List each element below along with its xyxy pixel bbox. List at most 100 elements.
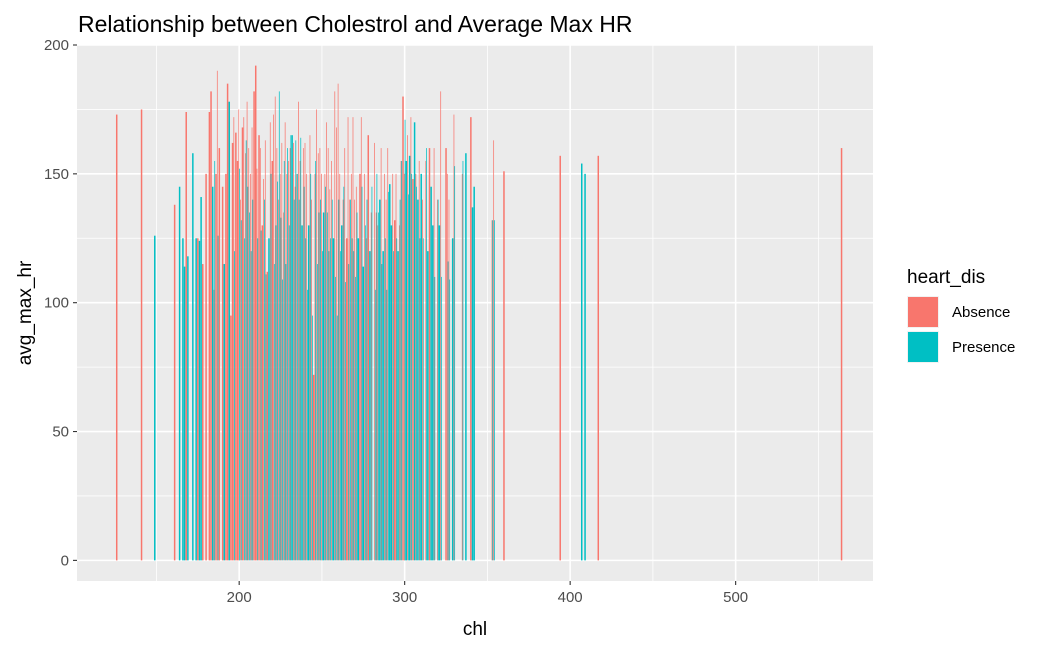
bar-presence <box>291 135 293 561</box>
bar-presence <box>376 173 378 561</box>
bar-absence <box>274 96 276 561</box>
bar-presence <box>353 251 355 561</box>
bar-absence <box>245 153 246 561</box>
bar-absence <box>336 127 337 561</box>
bar-presence <box>584 173 586 561</box>
bar-presence <box>195 238 197 561</box>
y-tick-label: 150 <box>44 166 69 183</box>
bar-absence <box>375 212 377 561</box>
bar-presence <box>249 212 250 561</box>
bar-presence <box>240 220 242 561</box>
bar-absence <box>298 101 299 561</box>
bar-presence <box>386 289 388 561</box>
bar-absence <box>407 135 408 561</box>
bar-absence <box>235 132 237 561</box>
bar-absence <box>273 114 274 561</box>
bar-absence <box>364 173 365 561</box>
bar-presence <box>449 279 451 561</box>
bar-presence <box>361 186 363 561</box>
x-tick-label: 300 <box>392 589 417 606</box>
bar-absence <box>233 117 235 561</box>
legend: heart_dis Absence Presence <box>907 267 1015 363</box>
bar-absence <box>302 148 304 561</box>
bar-absence <box>279 173 281 561</box>
bar-presence <box>447 261 449 561</box>
bar-presence <box>310 173 312 561</box>
x-axis: 200 300 400 500 <box>227 581 748 606</box>
bar-presence <box>430 186 432 561</box>
bar-presence <box>270 173 272 561</box>
bar-absence <box>250 173 251 561</box>
bar-absence <box>324 173 326 561</box>
bar-absence <box>215 173 217 561</box>
bar-absence <box>251 127 253 561</box>
bar-presence <box>301 225 303 561</box>
bar-presence <box>343 186 345 561</box>
bar-presence <box>355 276 356 561</box>
bar-absence <box>400 160 402 561</box>
bar-presence <box>340 251 341 561</box>
bar-presence <box>211 186 214 561</box>
bar-absence <box>425 160 427 561</box>
bar-presence <box>405 160 408 561</box>
bar-absence <box>393 220 396 561</box>
bar-absence <box>321 173 322 561</box>
bar-presence <box>198 240 201 561</box>
bar-presence <box>280 217 282 561</box>
bar-absence <box>289 148 291 561</box>
bar-absence <box>283 212 284 561</box>
bar-absence <box>354 199 356 561</box>
bar-presence <box>451 238 454 561</box>
bar-presence <box>388 191 389 561</box>
bar-presence <box>581 163 583 561</box>
bar-absence <box>840 148 843 561</box>
bar-presence <box>247 186 249 561</box>
bar-absence <box>216 70 218 561</box>
bar-absence <box>299 160 301 561</box>
bar-presence <box>417 199 419 561</box>
bar-absence <box>350 173 352 561</box>
bar-presence <box>192 153 194 561</box>
bar-presence <box>399 199 401 561</box>
bar-absence <box>226 83 229 561</box>
bar-absence <box>264 140 266 561</box>
bar-presence <box>427 251 429 561</box>
bar-presence <box>321 251 323 561</box>
bar-presence <box>295 140 297 561</box>
x-axis-title: chl <box>463 619 487 640</box>
bar-absence <box>352 117 354 561</box>
bar-absence <box>491 220 493 561</box>
bar-presence <box>178 186 181 561</box>
bar-presence <box>335 276 336 561</box>
bar-presence <box>328 251 330 561</box>
chart-title: Relationship between Cholestrol and Aver… <box>78 11 632 37</box>
bar-presence <box>426 148 427 561</box>
bar-presence <box>273 264 275 561</box>
legend-key-absence <box>908 297 938 327</box>
bar-absence <box>445 148 447 561</box>
bar-presence <box>494 220 495 561</box>
bar-presence <box>277 181 278 561</box>
bar-absence <box>453 114 455 561</box>
bar-absence <box>185 112 187 561</box>
bar-absence <box>317 153 319 561</box>
bar-absence <box>256 168 258 561</box>
bar-presence <box>345 282 346 561</box>
y-tick-label: 50 <box>52 424 69 441</box>
bar-presence <box>257 238 259 561</box>
bar-absence <box>261 225 264 561</box>
bar-presence <box>393 251 394 561</box>
bars <box>115 65 843 561</box>
bar-presence <box>217 235 219 561</box>
bar-presence <box>374 289 376 561</box>
bar-presence <box>434 276 436 561</box>
bar-absence <box>344 148 346 561</box>
bar-absence <box>493 140 495 561</box>
bar-absence <box>309 135 311 561</box>
bar-presence <box>268 238 270 561</box>
bar-absence <box>370 212 372 561</box>
bar-presence <box>245 140 247 561</box>
bar-presence <box>348 264 350 561</box>
bar-absence <box>403 173 405 561</box>
bar-presence <box>357 238 360 561</box>
